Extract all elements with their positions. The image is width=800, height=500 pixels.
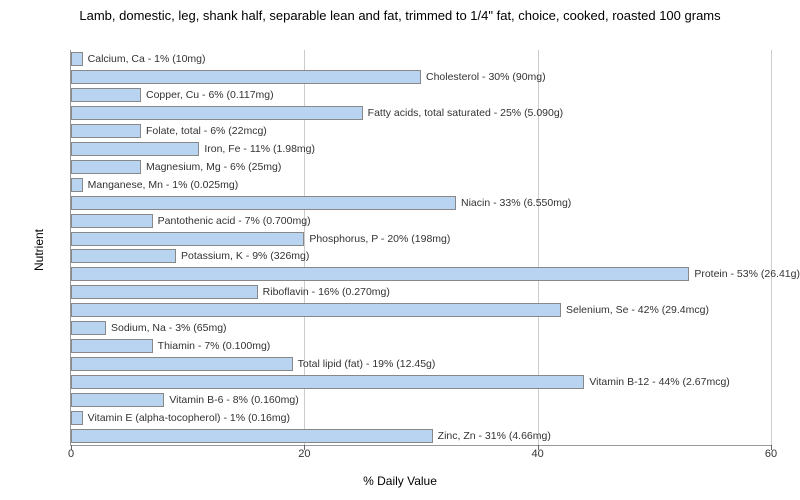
bar-label: Manganese, Mn - 1% (0.025mg)	[88, 178, 239, 192]
bar-label: Cholesterol - 30% (90mg)	[426, 70, 546, 84]
x-tick-label: 60	[765, 448, 777, 460]
bar	[71, 52, 83, 66]
x-tick-label: 0	[68, 448, 74, 460]
bar-label: Calcium, Ca - 1% (10mg)	[88, 52, 206, 66]
bar	[71, 196, 456, 210]
bar	[71, 124, 141, 138]
bar	[71, 232, 304, 246]
bar-label: Copper, Cu - 6% (0.117mg)	[146, 88, 274, 102]
bar-label: Magnesium, Mg - 6% (25mg)	[146, 160, 281, 174]
bar	[71, 70, 421, 84]
bar-label: Potassium, K - 9% (326mg)	[181, 249, 309, 263]
bar	[71, 160, 141, 174]
bar-label: Iron, Fe - 11% (1.98mg)	[204, 142, 315, 156]
bar	[71, 321, 106, 335]
bar	[71, 303, 561, 317]
bar-label: Riboflavin - 16% (0.270mg)	[263, 285, 390, 299]
bar-label: Selenium, Se - 42% (29.4mcg)	[566, 303, 709, 317]
bar-label: Vitamin E (alpha-tocopherol) - 1% (0.16m…	[88, 411, 290, 425]
bar-label: Zinc, Zn - 31% (4.66mg)	[438, 429, 551, 443]
bar	[71, 357, 293, 371]
bar-label: Fatty acids, total saturated - 25% (5.09…	[368, 106, 564, 120]
bar-label: Niacin - 33% (6.550mg)	[461, 196, 571, 210]
bar	[71, 214, 153, 228]
bar	[71, 429, 433, 443]
bar	[71, 178, 83, 192]
bar	[71, 375, 584, 389]
x-tick-label: 20	[298, 448, 310, 460]
bar	[71, 106, 363, 120]
bar-label: Vitamin B-6 - 8% (0.160mg)	[169, 393, 298, 407]
chart-container: Lamb, domestic, leg, shank half, separab…	[0, 0, 800, 500]
x-tick-label: 40	[532, 448, 544, 460]
plot-area: 0204060Calcium, Ca - 1% (10mg)Cholestero…	[70, 50, 771, 446]
bar-label: Pantothenic acid - 7% (0.700mg)	[158, 214, 311, 228]
bar	[71, 411, 83, 425]
bar	[71, 249, 176, 263]
grid-line	[771, 50, 772, 445]
bar	[71, 339, 153, 353]
y-axis-label: Nutrient	[32, 229, 46, 271]
bar	[71, 267, 689, 281]
x-axis-label: % Daily Value	[0, 474, 800, 488]
bar	[71, 142, 199, 156]
bar	[71, 285, 258, 299]
bar	[71, 393, 164, 407]
bar-label: Thiamin - 7% (0.100mg)	[158, 339, 271, 353]
bar	[71, 88, 141, 102]
bar-label: Phosphorus, P - 20% (198mg)	[309, 232, 450, 246]
bar-label: Vitamin B-12 - 44% (2.67mcg)	[589, 375, 729, 389]
bar-label: Sodium, Na - 3% (65mg)	[111, 321, 227, 335]
chart-title: Lamb, domestic, leg, shank half, separab…	[0, 0, 800, 29]
bar-label: Total lipid (fat) - 19% (12.45g)	[298, 357, 436, 371]
bar-label: Folate, total - 6% (22mcg)	[146, 124, 267, 138]
bar-label: Protein - 53% (26.41g)	[694, 267, 800, 281]
